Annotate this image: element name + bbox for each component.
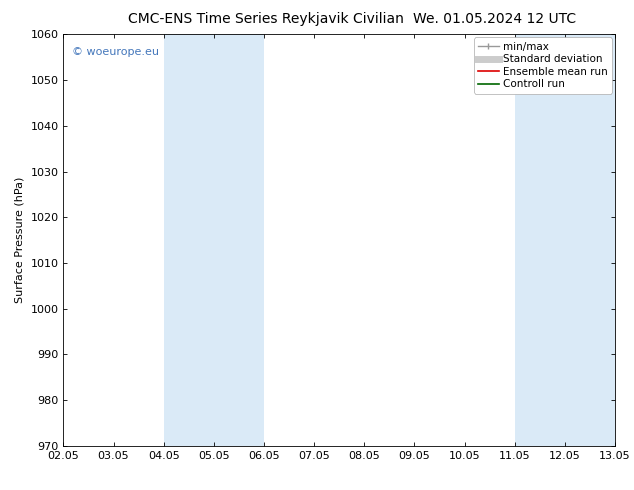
Bar xyxy=(515,34,565,446)
Text: © woeurope.eu: © woeurope.eu xyxy=(72,47,158,57)
Text: CMC-ENS Time Series Reykjavik Civilian: CMC-ENS Time Series Reykjavik Civilian xyxy=(128,12,404,26)
Bar xyxy=(214,34,264,446)
Text: We. 01.05.2024 12 UTC: We. 01.05.2024 12 UTC xyxy=(413,12,576,26)
Bar xyxy=(164,34,214,446)
Legend: min/max, Standard deviation, Ensemble mean run, Controll run: min/max, Standard deviation, Ensemble me… xyxy=(474,37,612,94)
Y-axis label: Surface Pressure (hPa): Surface Pressure (hPa) xyxy=(15,177,25,303)
Bar xyxy=(565,34,615,446)
